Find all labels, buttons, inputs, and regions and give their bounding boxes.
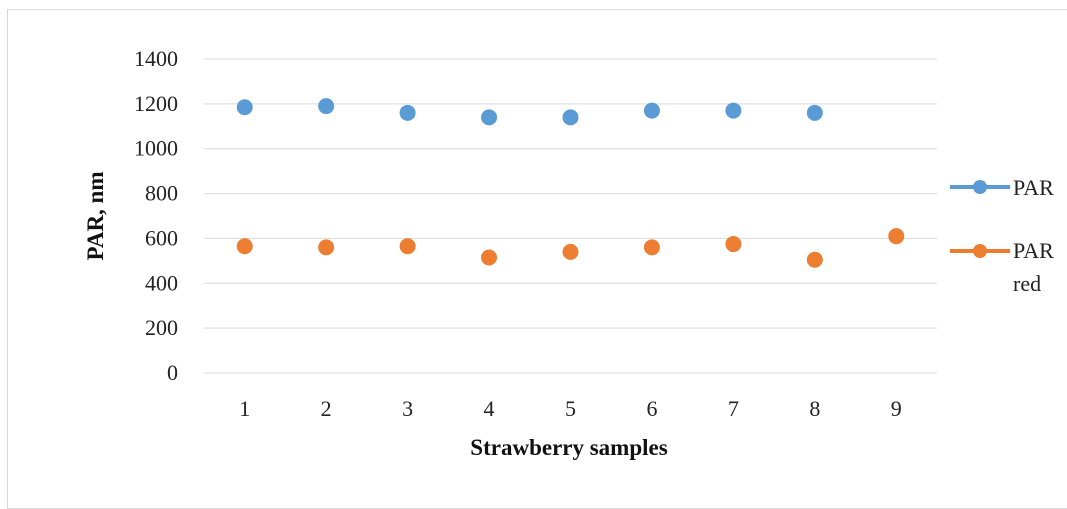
y-tick-label: 600 bbox=[145, 225, 178, 250]
legend-label-par-red-line1: PAR bbox=[1013, 238, 1054, 263]
series-par-red bbox=[236, 228, 905, 268]
x-tick-label: 4 bbox=[484, 396, 495, 421]
y-axis-title: PAR, nm bbox=[83, 171, 108, 260]
data-point bbox=[643, 102, 660, 119]
data-point bbox=[318, 239, 335, 256]
gridlines bbox=[204, 58, 937, 374]
data-point bbox=[806, 251, 823, 268]
legend-label-par: PAR bbox=[1013, 175, 1054, 200]
y-tick-label: 400 bbox=[145, 270, 178, 295]
legend-item-par-red: PAR red bbox=[950, 238, 1054, 296]
x-tick-label: 3 bbox=[402, 396, 413, 421]
x-tick-label: 1 bbox=[239, 396, 250, 421]
x-tick-label: 9 bbox=[891, 396, 902, 421]
y-tick-label: 200 bbox=[145, 315, 178, 340]
x-tick-label: 8 bbox=[809, 396, 820, 421]
data-point bbox=[236, 99, 253, 116]
data-point bbox=[888, 228, 905, 245]
data-point bbox=[399, 104, 416, 121]
chart-frame bbox=[7, 9, 1067, 509]
data-point bbox=[481, 249, 498, 266]
legend-item-par: PAR bbox=[950, 175, 1054, 200]
y-tick-label: 1200 bbox=[134, 91, 178, 116]
series-par bbox=[236, 98, 823, 126]
data-point bbox=[399, 238, 416, 255]
data-point bbox=[562, 109, 579, 126]
data-point bbox=[643, 239, 660, 256]
legend-marker-par-red bbox=[973, 244, 987, 258]
y-axis-ticks: 0 200 400 600 800 1000 1200 1400 bbox=[134, 46, 178, 385]
data-point bbox=[562, 243, 579, 260]
x-tick-label: 7 bbox=[728, 396, 739, 421]
y-tick-label: 1000 bbox=[134, 136, 178, 161]
x-tick-label: 2 bbox=[321, 396, 332, 421]
y-tick-label: 800 bbox=[145, 181, 178, 206]
data-point bbox=[725, 102, 742, 119]
data-point bbox=[806, 104, 823, 121]
y-tick-label: 1400 bbox=[134, 46, 178, 71]
x-axis-title: Strawberry samples bbox=[470, 435, 667, 460]
legend-marker-par bbox=[973, 180, 987, 194]
y-tick-label: 0 bbox=[167, 360, 178, 385]
x-tick-label: 6 bbox=[646, 396, 657, 421]
x-axis-ticks: 1 2 3 4 5 6 7 8 9 bbox=[239, 396, 902, 421]
data-points bbox=[236, 98, 905, 268]
legend-label-par-red-line2: red bbox=[1013, 271, 1041, 296]
x-tick-label: 5 bbox=[565, 396, 576, 421]
data-point bbox=[725, 236, 742, 253]
data-point bbox=[318, 98, 335, 115]
legend: PAR PAR red bbox=[950, 175, 1054, 296]
data-point bbox=[236, 238, 253, 255]
data-point bbox=[481, 109, 498, 126]
scatter-chart: 0 200 400 600 800 1000 1200 1400 1 2 3 4 5 6 7 8 9 Stra… bbox=[83, 46, 1054, 460]
